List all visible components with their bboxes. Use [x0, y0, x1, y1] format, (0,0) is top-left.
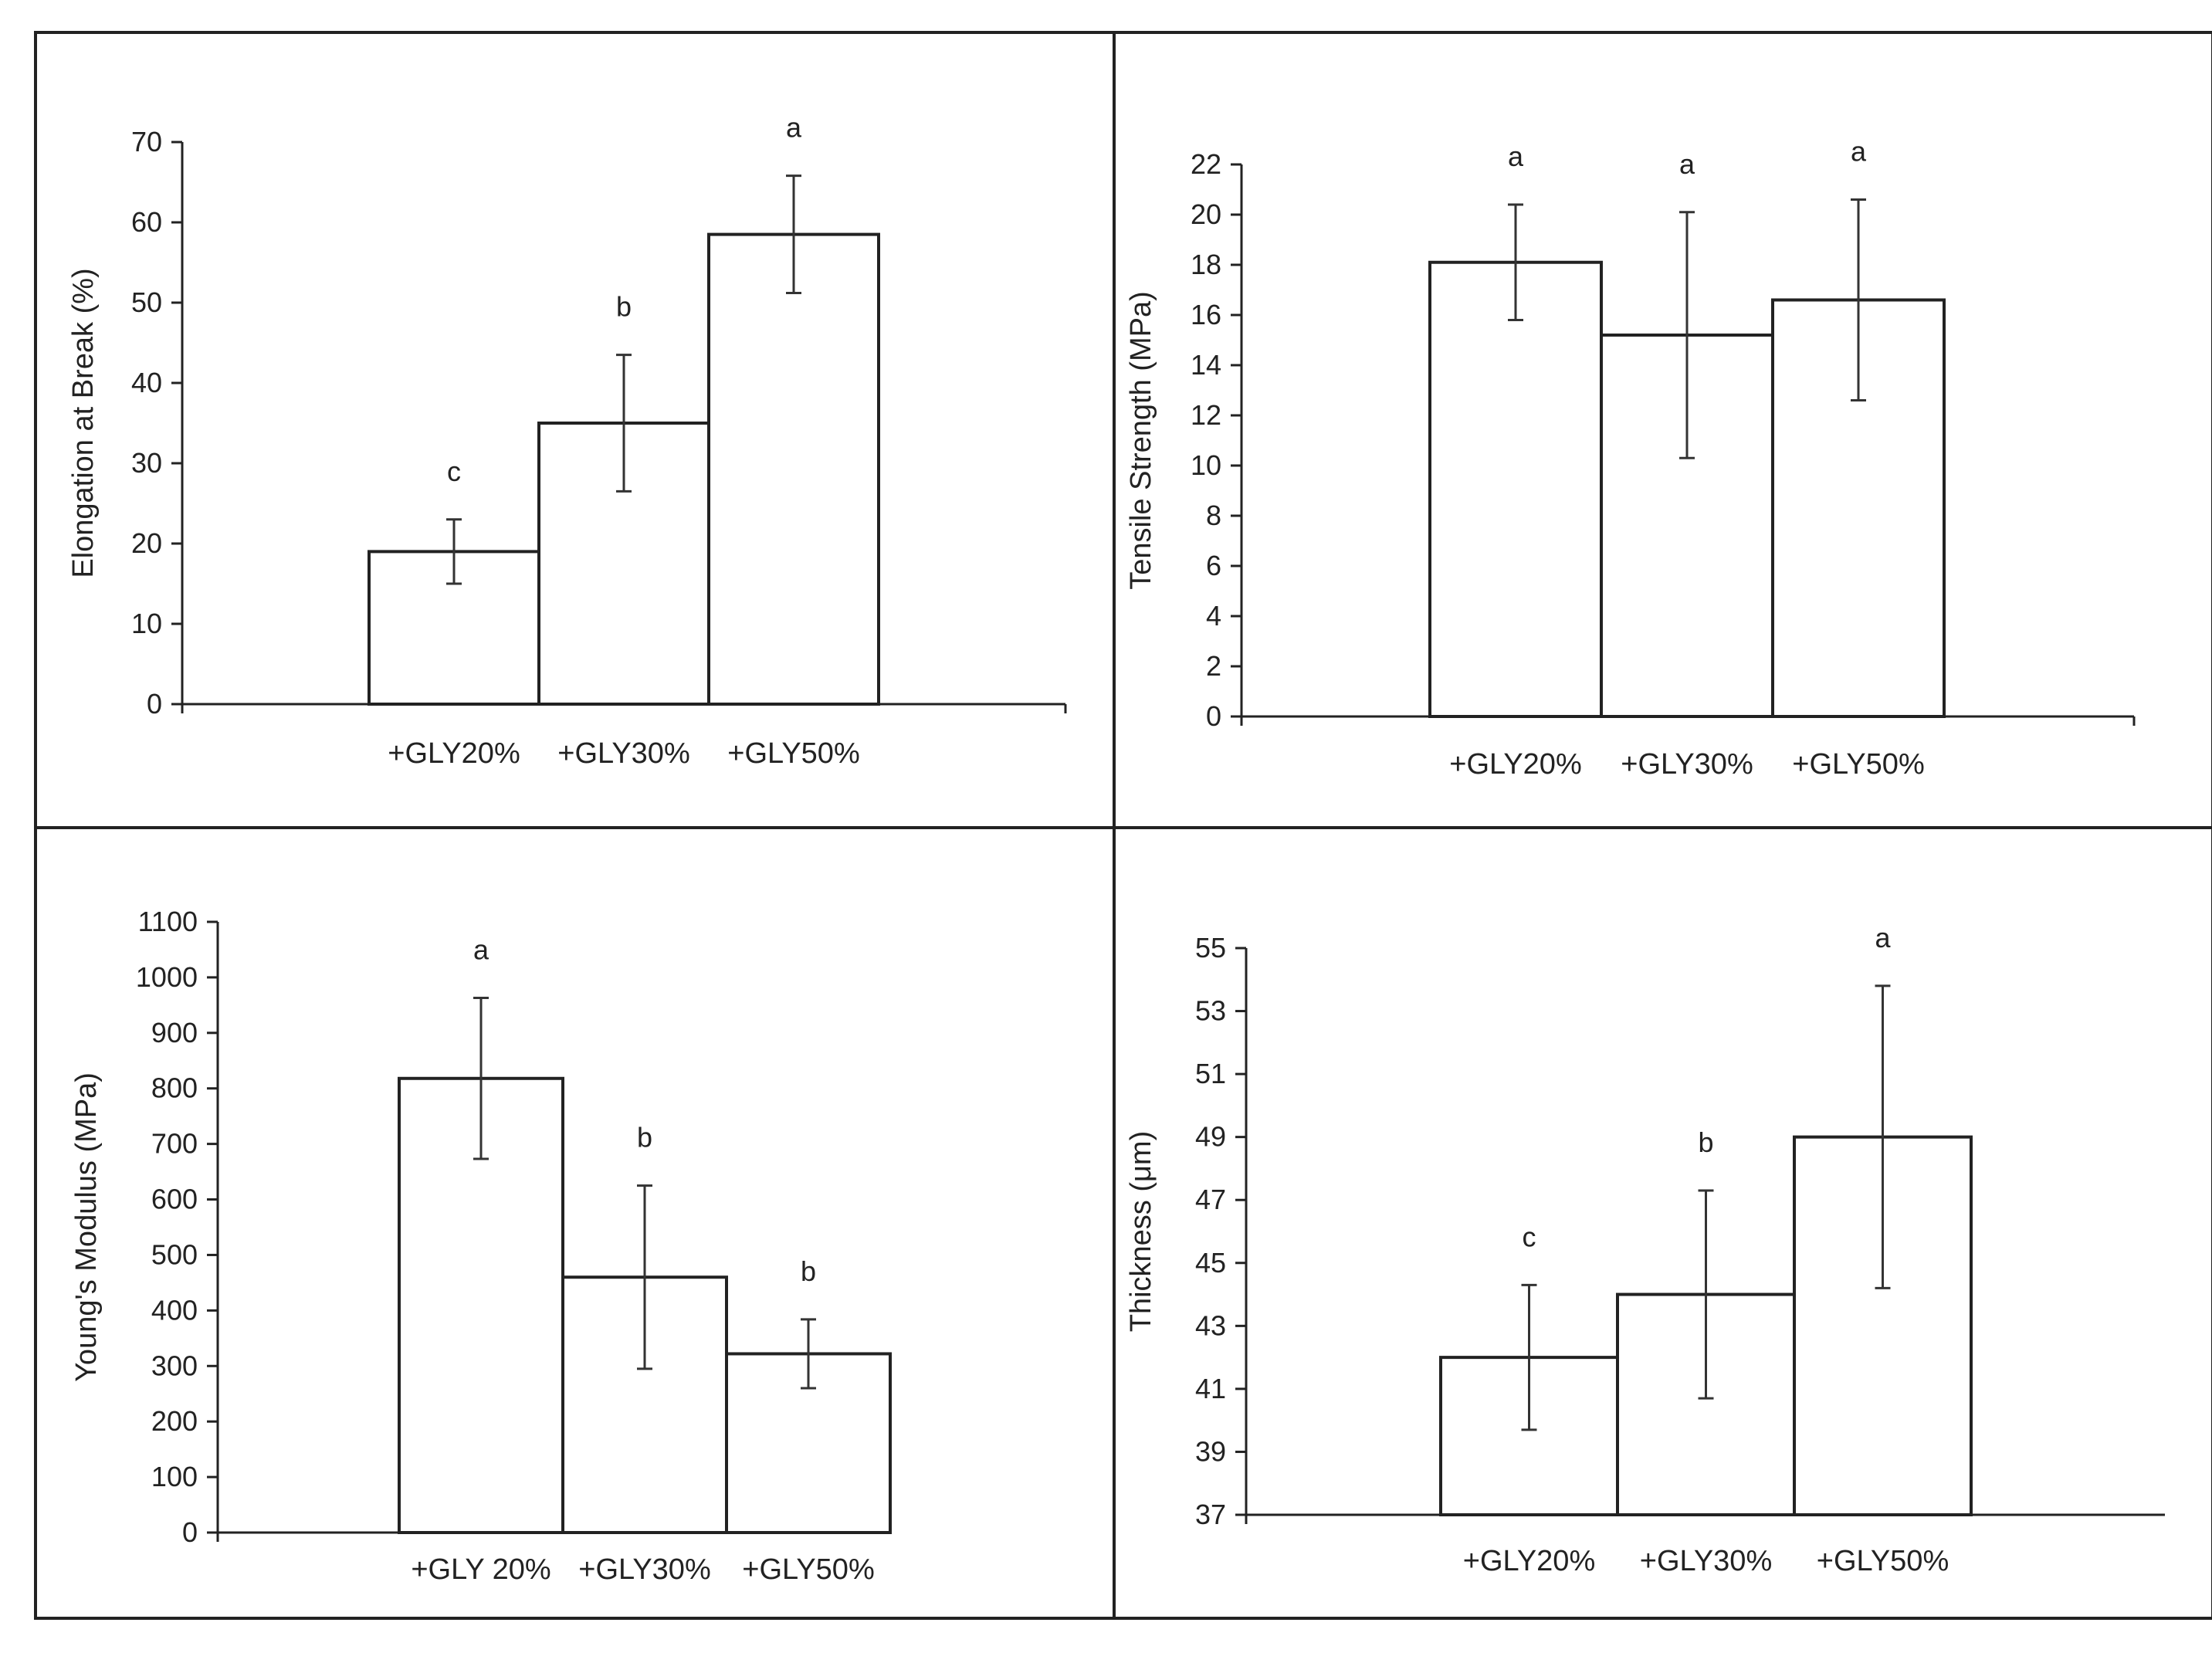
error-bar [637, 1184, 652, 1370]
panel-frame [34, 31, 2212, 1620]
y-tick-label: 41 [1195, 1373, 1226, 1404]
category-label: +GLY50% [1792, 748, 1924, 781]
chart-thickness: 37 39 41 43 45 47 49 51 53 55 Thickness (μm) c +GLY2… [1125, 922, 2165, 1577]
y-tick-label: 200 [151, 1405, 198, 1437]
y-tick-label: 100 [151, 1461, 198, 1492]
y-axis-title: Elongation at Break (%) [67, 268, 100, 578]
y-tick-label: 600 [151, 1184, 198, 1215]
outer-border [34, 31, 2212, 1620]
significance-letter: c [447, 456, 461, 487]
y-tick-label: 14 [1191, 349, 1221, 381]
category-label: +GLY30% [1640, 1545, 1772, 1577]
y-axis-title: Thickness (μm) [1125, 1131, 1157, 1332]
y-tick-label: 10 [1191, 449, 1221, 481]
y-tick-label: 300 [151, 1350, 198, 1381]
category-label: +GLY 20% [411, 1553, 550, 1586]
significance-letter: a [1679, 148, 1695, 180]
y-tick-label: 22 [1191, 148, 1221, 180]
chart-elongation: 0 10 20 30 40 50 60 70 Elongation at Break (%) c +… [67, 112, 1067, 770]
y-tick-label: 43 [1195, 1309, 1226, 1341]
significance-letter: a [1875, 922, 1891, 954]
y-tick-label: 1000 [136, 961, 198, 993]
y-tick-label: 18 [1191, 249, 1221, 280]
y-axis-title: Tensile Strength (MPa) [1125, 291, 1157, 590]
y-tick-label: 4 [1206, 600, 1221, 632]
y-tick-label: 16 [1191, 299, 1221, 330]
y-tick-label: 700 [151, 1128, 198, 1160]
significance-letter: a [473, 934, 489, 966]
y-tick-label: 70 [131, 126, 162, 158]
error-bar [1679, 211, 1695, 459]
y-tick-label: 400 [151, 1294, 198, 1326]
y-tick-label: 50 [131, 286, 162, 318]
category-label: +GLY30% [1621, 748, 1753, 781]
error-bar [786, 174, 801, 295]
category-label: +GLY50% [727, 737, 859, 770]
error-bar [1508, 203, 1523, 321]
category-label: +GLY20% [1463, 1545, 1595, 1577]
y-tick-label: 10 [131, 608, 162, 639]
y-tick-label: 0 [1206, 700, 1221, 732]
y-tick-label: 49 [1195, 1121, 1226, 1153]
y-tick-label: 1100 [138, 906, 198, 937]
error-bar [1698, 1189, 1714, 1400]
y-tick-label: 40 [131, 367, 162, 398]
y-tick-label: 20 [131, 527, 162, 559]
y-tick-label: 39 [1195, 1435, 1226, 1467]
y-tick-label: 900 [151, 1017, 198, 1048]
significance-letter: a [1508, 141, 1524, 172]
y-tick-label: 2 [1206, 650, 1221, 682]
y-axis-title: Young's Modulus (MPa) [70, 1072, 103, 1382]
significance-letter: b [801, 1255, 816, 1287]
error-bar [616, 354, 632, 493]
y-tick-label: 37 [1195, 1499, 1226, 1530]
chart-youngs: 0 100 200 300 400 500 600 700 800 900 1000 1100 Youn… [70, 906, 892, 1586]
y-tick-label: 55 [1195, 932, 1226, 964]
error-bar [1875, 984, 1891, 1289]
category-label: +GLY20% [1449, 748, 1581, 781]
y-tick-label: 53 [1195, 995, 1226, 1027]
y-tick-label: 6 [1206, 550, 1221, 581]
category-label: +GLY20% [388, 737, 520, 770]
error-bar [1521, 1283, 1537, 1431]
y-tick-label: 45 [1195, 1247, 1226, 1279]
bar [707, 232, 880, 706]
significance-letter: a [1851, 136, 1867, 168]
y-tick-label: 60 [131, 206, 162, 238]
bar [1428, 260, 1603, 718]
chart-tensile: 0 2 4 6 8 10 12 14 16 18 20 22 Tensile Strength (MPa… [1125, 136, 2136, 781]
significance-letter: a [786, 112, 802, 144]
y-tick-label: 8 [1206, 500, 1221, 531]
category-label: +GLY30% [578, 1553, 710, 1586]
y-tick-label: 0 [147, 688, 162, 720]
category-label: +GLY50% [742, 1553, 874, 1586]
error-bar [801, 1318, 816, 1390]
error-bar [1851, 198, 1866, 401]
y-tick-label: 12 [1191, 399, 1221, 431]
y-tick-label: 0 [182, 1516, 198, 1548]
y-tick-label: 800 [151, 1072, 198, 1104]
category-label: +GLY30% [557, 737, 689, 770]
y-tick-label: 51 [1195, 1058, 1226, 1089]
y-tick-label: 500 [151, 1238, 198, 1270]
y-tick-label: 20 [1191, 198, 1221, 230]
significance-letter: b [616, 291, 632, 323]
y-tick-label: 30 [131, 447, 162, 479]
significance-letter: c [1523, 1221, 1536, 1252]
significance-letter: b [1698, 1126, 1713, 1158]
category-label: +GLY50% [1817, 1545, 1949, 1577]
y-tick-label: 47 [1195, 1184, 1226, 1215]
error-bar [473, 997, 489, 1160]
significance-letter: b [637, 1122, 652, 1153]
error-bar [446, 518, 462, 585]
